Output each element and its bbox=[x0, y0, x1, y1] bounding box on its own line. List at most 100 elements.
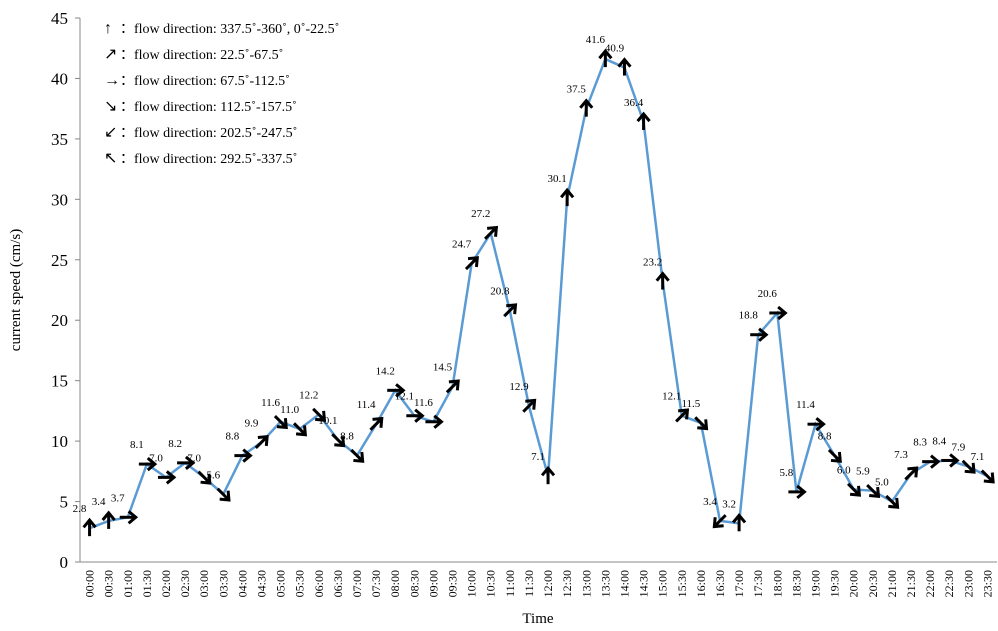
direction-arrow bbox=[503, 303, 518, 318]
arrow-head bbox=[731, 512, 747, 524]
x-tick-label: 09:30 bbox=[446, 570, 460, 597]
direction-arrow bbox=[273, 415, 288, 430]
direction-arrow bbox=[138, 456, 158, 472]
data-label: 27.2 bbox=[471, 208, 490, 220]
y-tick-label: 40 bbox=[51, 69, 68, 88]
data-label: 5.9 bbox=[856, 466, 870, 478]
y-tick-label: 15 bbox=[51, 372, 68, 391]
y-tick-label: 30 bbox=[51, 190, 68, 209]
data-label: 8.4 bbox=[932, 435, 946, 447]
data-label: 11.0 bbox=[280, 404, 299, 416]
data-label: 12.1 bbox=[395, 391, 414, 403]
data-label: 8.8 bbox=[226, 431, 240, 443]
arrow-shaft bbox=[522, 400, 535, 413]
direction-arrow bbox=[579, 98, 594, 117]
arrow-head bbox=[796, 484, 807, 499]
x-tick-label: 06:30 bbox=[331, 570, 345, 597]
x-tick-label: 02:00 bbox=[159, 570, 173, 597]
y-tick-label: 45 bbox=[51, 9, 68, 28]
y-tick-label: 25 bbox=[51, 251, 68, 270]
arrow-head bbox=[165, 470, 177, 485]
x-tick-label: 11:30 bbox=[522, 570, 536, 597]
arrow-head bbox=[869, 486, 881, 498]
arrow-shaft bbox=[827, 448, 841, 462]
x-tick-label: 03:30 bbox=[216, 570, 230, 597]
x-tick-label: 20:00 bbox=[847, 570, 861, 597]
arrow-head bbox=[219, 490, 231, 502]
x-tick-label: 12:00 bbox=[541, 570, 555, 597]
y-tick-label: 5 bbox=[60, 493, 69, 512]
direction-arrow bbox=[119, 510, 139, 525]
arrow-shaft bbox=[847, 482, 860, 496]
data-label: 41.6 bbox=[586, 34, 606, 46]
x-tick-label: 07:30 bbox=[369, 570, 383, 597]
data-label: 5.0 bbox=[875, 477, 889, 489]
x-tick-label: 17:00 bbox=[732, 570, 746, 597]
arrow-shaft bbox=[350, 448, 364, 462]
arrow-head bbox=[636, 111, 651, 123]
arrow-head bbox=[655, 271, 670, 282]
legend-label: ：flow direction: 202.5˚-247.5˚ bbox=[120, 126, 297, 141]
legend-symbol: ↗ bbox=[104, 46, 117, 63]
arrow-head bbox=[334, 436, 346, 448]
arrow-head bbox=[697, 419, 709, 431]
x-tick-label: 22:30 bbox=[942, 570, 956, 597]
direction-arrow bbox=[866, 483, 881, 498]
arrow-head bbox=[395, 383, 406, 398]
x-tick-label: 02:30 bbox=[178, 570, 192, 597]
legend-label: ：flow direction: 337.5˚-360˚, 0˚-22.5˚ bbox=[120, 22, 339, 37]
arrow-head bbox=[506, 303, 518, 315]
legend-symbol: ↘ bbox=[104, 98, 117, 115]
direction-arrow bbox=[904, 466, 919, 481]
data-label: 5.6 bbox=[206, 469, 220, 481]
arrow-head bbox=[815, 417, 826, 432]
direction-arrow bbox=[292, 422, 308, 437]
arrow-shaft bbox=[904, 467, 918, 481]
direction-arrow bbox=[177, 455, 196, 470]
direction-arrow bbox=[425, 414, 444, 429]
direction-arrow bbox=[694, 416, 709, 431]
arrow-head bbox=[200, 473, 212, 485]
arrow-head bbox=[525, 398, 537, 410]
direction-arrow bbox=[216, 487, 231, 502]
data-label: 11.5 bbox=[681, 398, 700, 410]
y-tick-label: 35 bbox=[51, 130, 68, 149]
data-label: 7.0 bbox=[149, 452, 163, 464]
data-label: 11.6 bbox=[261, 397, 280, 409]
x-tick-label: 00:30 bbox=[102, 570, 116, 597]
direction-arrow bbox=[885, 494, 900, 509]
direction-arrow bbox=[387, 383, 406, 398]
direction-arrow bbox=[197, 470, 212, 485]
data-label: 37.5 bbox=[567, 84, 587, 96]
data-label: 2.8 bbox=[73, 503, 87, 515]
y-tick-label: 10 bbox=[51, 432, 68, 451]
direction-arrow bbox=[617, 57, 632, 76]
arrow-head bbox=[257, 435, 269, 447]
arrow-head bbox=[448, 379, 460, 391]
direction-arrow bbox=[598, 48, 613, 68]
arrow-head bbox=[930, 454, 941, 469]
x-tick-label: 09:00 bbox=[426, 570, 440, 597]
x-tick-label: 13:30 bbox=[598, 570, 612, 597]
x-tick-label: 11:00 bbox=[503, 570, 517, 597]
arrow-head bbox=[540, 465, 556, 477]
legend-symbol: ↖ bbox=[104, 150, 117, 167]
data-label: 7.1 bbox=[531, 451, 545, 463]
x-tick-label: 10:30 bbox=[484, 570, 498, 597]
arrow-head bbox=[579, 98, 594, 109]
direction-arrow bbox=[331, 433, 346, 448]
data-label: 30.1 bbox=[548, 173, 567, 185]
arrow-head bbox=[372, 416, 384, 428]
direction-arrow bbox=[234, 448, 253, 463]
arrow-shaft bbox=[369, 418, 383, 431]
x-tick-label: 16:00 bbox=[694, 570, 708, 597]
arrow-head bbox=[146, 456, 158, 472]
legend-label: ：flow direction: 67.5˚-112.5˚ bbox=[120, 74, 290, 89]
direction-arrow bbox=[101, 510, 116, 529]
x-tick-label: 17:30 bbox=[751, 570, 765, 597]
arrow-shaft bbox=[292, 422, 306, 436]
direction-arrow bbox=[827, 448, 842, 463]
arrow-head bbox=[486, 225, 499, 237]
x-tick-label: 12:30 bbox=[560, 570, 574, 597]
